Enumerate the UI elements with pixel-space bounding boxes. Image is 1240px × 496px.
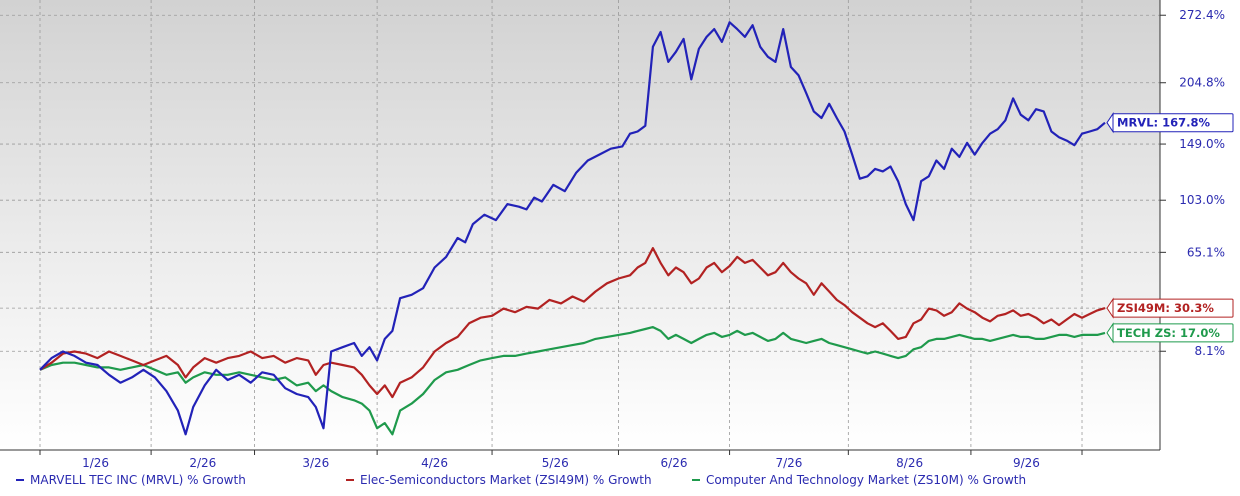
y-tick-label: 204.8% xyxy=(1179,76,1225,90)
legend-label: Computer And Technology Market (ZS10M) %… xyxy=(706,473,1026,487)
legend-label: Elec-Semiconductors Market (ZSI49M) % Gr… xyxy=(360,473,652,487)
x-tick-label: 5/26 xyxy=(542,456,569,470)
x-tick-label: 9/26 xyxy=(1013,456,1040,470)
x-tick-label: 3/26 xyxy=(302,456,329,470)
end-label-text: MRVL: 167.8% xyxy=(1117,116,1211,130)
end-label-text: TECH ZS: 17.0% xyxy=(1117,326,1220,340)
y-tick-label: 149.0% xyxy=(1179,137,1225,151)
x-tick-label: 2/26 xyxy=(189,456,216,470)
x-tick-label: 1/26 xyxy=(82,456,109,470)
x-tick-label: 4/26 xyxy=(421,456,448,470)
y-tick-label: 272.4% xyxy=(1179,8,1225,22)
x-tick-label: 6/26 xyxy=(661,456,688,470)
series-line-0 xyxy=(39,21,1106,436)
y-tick-label: 103.0% xyxy=(1179,193,1225,207)
end-label-text: ZSI49M: 30.3% xyxy=(1117,301,1214,315)
legend-item-0: MARVELL TEC INC (MRVL) % Growth xyxy=(16,473,246,487)
y-tick-label: 8.1% xyxy=(1195,344,1226,358)
end-label-2: TECH ZS: 17.0% xyxy=(1106,322,1234,344)
legend-label: MARVELL TEC INC (MRVL) % Growth xyxy=(30,473,246,487)
x-tick-label: 8/26 xyxy=(896,456,923,470)
plot-background xyxy=(0,0,1160,450)
end-label-1: ZSI49M: 30.3% xyxy=(1106,297,1234,319)
end-label-0: MRVL: 167.8% xyxy=(1106,112,1234,134)
legend-item-1: Elec-Semiconductors Market (ZSI49M) % Gr… xyxy=(346,473,652,487)
x-tick-label: 7/26 xyxy=(775,456,802,470)
legend-item-2: Computer And Technology Market (ZS10M) %… xyxy=(692,473,1026,487)
y-tick-label: 65.1% xyxy=(1187,245,1225,259)
axis-background xyxy=(1160,0,1240,450)
series-line-1 xyxy=(39,247,1106,399)
